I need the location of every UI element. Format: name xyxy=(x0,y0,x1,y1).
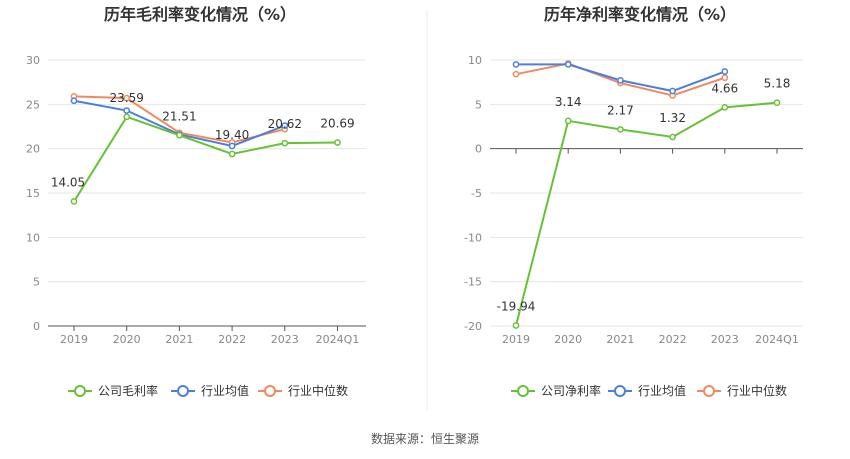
legend-label: 公司净利率 xyxy=(541,383,601,398)
y-tick-label: -10 xyxy=(464,231,482,244)
legend-label: 公司毛利率 xyxy=(98,383,158,398)
data-point-avg xyxy=(564,61,572,68)
data-label: 4.66 xyxy=(711,81,738,95)
data-point-median xyxy=(123,94,131,102)
data-label: 21.51 xyxy=(162,109,196,123)
series-line-avg xyxy=(73,99,286,148)
y-tick-label: -15 xyxy=(464,276,482,289)
y-tick-label: -5 xyxy=(471,187,482,200)
y-tick-label: 15 xyxy=(26,187,40,200)
data-point-avg xyxy=(123,107,131,114)
series-line-company xyxy=(73,115,338,202)
legend-item-company[interactable]: 公司净利率 xyxy=(511,383,601,398)
legend-label: 行业中位数 xyxy=(727,383,787,398)
data-label: 19.40 xyxy=(215,128,249,142)
data-point-company xyxy=(123,113,131,121)
y-tick-label: 25 xyxy=(26,98,40,111)
data-label: 5.18 xyxy=(764,77,791,91)
legend-label: 行业中位数 xyxy=(288,383,348,398)
x-tick-label: 2019 xyxy=(60,333,88,346)
legend-marker-icon xyxy=(517,385,529,397)
gross-margin-chart: 历年毛利率变化情况（%） 0 5 10 15 20 25 30 2019 2020 2021 202… xyxy=(26,5,366,398)
data-label: 20.69 xyxy=(320,117,354,131)
x-tick-label: 2021 xyxy=(165,333,193,346)
legend-item-median[interactable]: 行业中位数 xyxy=(697,383,787,398)
x-tick-label: 2019 xyxy=(502,333,530,346)
y-tick-label: 10 xyxy=(468,54,482,67)
data-source-note: 数据来源：恒生聚源 xyxy=(371,431,479,446)
data-point-median xyxy=(721,74,729,82)
x-tick-label: 2022 xyxy=(659,333,687,346)
x-tick-label: 2024Q1 xyxy=(755,333,799,346)
data-point-avg xyxy=(721,68,729,75)
data-point-company xyxy=(70,198,78,205)
legend-marker-icon xyxy=(264,385,276,397)
x-tick-label: 2022 xyxy=(218,333,246,346)
data-point-company xyxy=(617,126,624,133)
y-tick-label: 5 xyxy=(475,98,482,111)
data-label: 3.14 xyxy=(555,95,582,109)
data-point-avg xyxy=(669,87,676,95)
data-label: 1.32 xyxy=(659,111,686,125)
legend-label: 行业均值 xyxy=(638,383,686,398)
series-line-company xyxy=(515,101,778,326)
chart-title: 历年净利率变化情况（%） xyxy=(544,5,736,24)
data-point-company xyxy=(721,103,729,111)
legend-item-median[interactable]: 行业中位数 xyxy=(258,383,348,398)
y-tick-label: -20 xyxy=(464,320,482,333)
data-point-company xyxy=(773,99,781,107)
y-tick-label: 0 xyxy=(33,320,40,333)
x-tick-label: 2024Q1 xyxy=(316,333,360,346)
x-tick-label: 2023 xyxy=(711,333,739,346)
x-tick-label: 2020 xyxy=(113,333,141,346)
y-tick-label: 10 xyxy=(26,231,40,244)
y-tick-label: 0 xyxy=(475,143,482,156)
net-margin-chart: 历年净利率变化情况（%） -20 -15 -10 -5 0 5 10 2019 2020 2021… xyxy=(464,5,803,398)
data-label: -19.94 xyxy=(497,299,536,313)
y-tick-label: 5 xyxy=(33,276,40,289)
data-point-median xyxy=(512,70,520,78)
data-point-company xyxy=(512,322,520,329)
data-label: 23.59 xyxy=(110,91,144,105)
data-point-company xyxy=(176,131,183,139)
legend-marker-icon xyxy=(703,385,715,397)
legend-label: 行业均值 xyxy=(201,383,249,398)
data-point-avg xyxy=(512,61,520,68)
legend-marker-icon xyxy=(177,385,189,397)
x-tick-label: 2020 xyxy=(554,333,582,346)
legend-item-avg[interactable]: 行业均值 xyxy=(608,383,686,398)
data-point-company xyxy=(281,139,289,147)
data-point-company xyxy=(669,133,676,141)
data-label: 14.05 xyxy=(51,175,85,189)
y-tick-label: 20 xyxy=(26,143,40,156)
data-point-company xyxy=(334,139,341,146)
chart-title: 历年毛利率变化情况（%） xyxy=(104,5,296,24)
data-point-avg xyxy=(228,142,236,150)
data-point-company xyxy=(564,117,572,125)
y-tick-label: 30 xyxy=(26,54,40,67)
data-point-avg xyxy=(70,97,78,105)
data-label: 20.62 xyxy=(268,117,302,131)
legend-marker-icon xyxy=(614,385,626,397)
data-point-avg xyxy=(617,77,624,84)
data-point-company xyxy=(228,150,236,158)
data-point-avg xyxy=(281,122,289,129)
legend-marker-icon xyxy=(74,385,86,397)
x-tick-label: 2021 xyxy=(606,333,634,346)
x-tick-label: 2023 xyxy=(271,333,299,346)
legend-item-avg[interactable]: 行业均值 xyxy=(171,383,249,398)
data-label: 2.17 xyxy=(607,103,634,117)
legend-item-company[interactable]: 公司毛利率 xyxy=(68,383,158,398)
